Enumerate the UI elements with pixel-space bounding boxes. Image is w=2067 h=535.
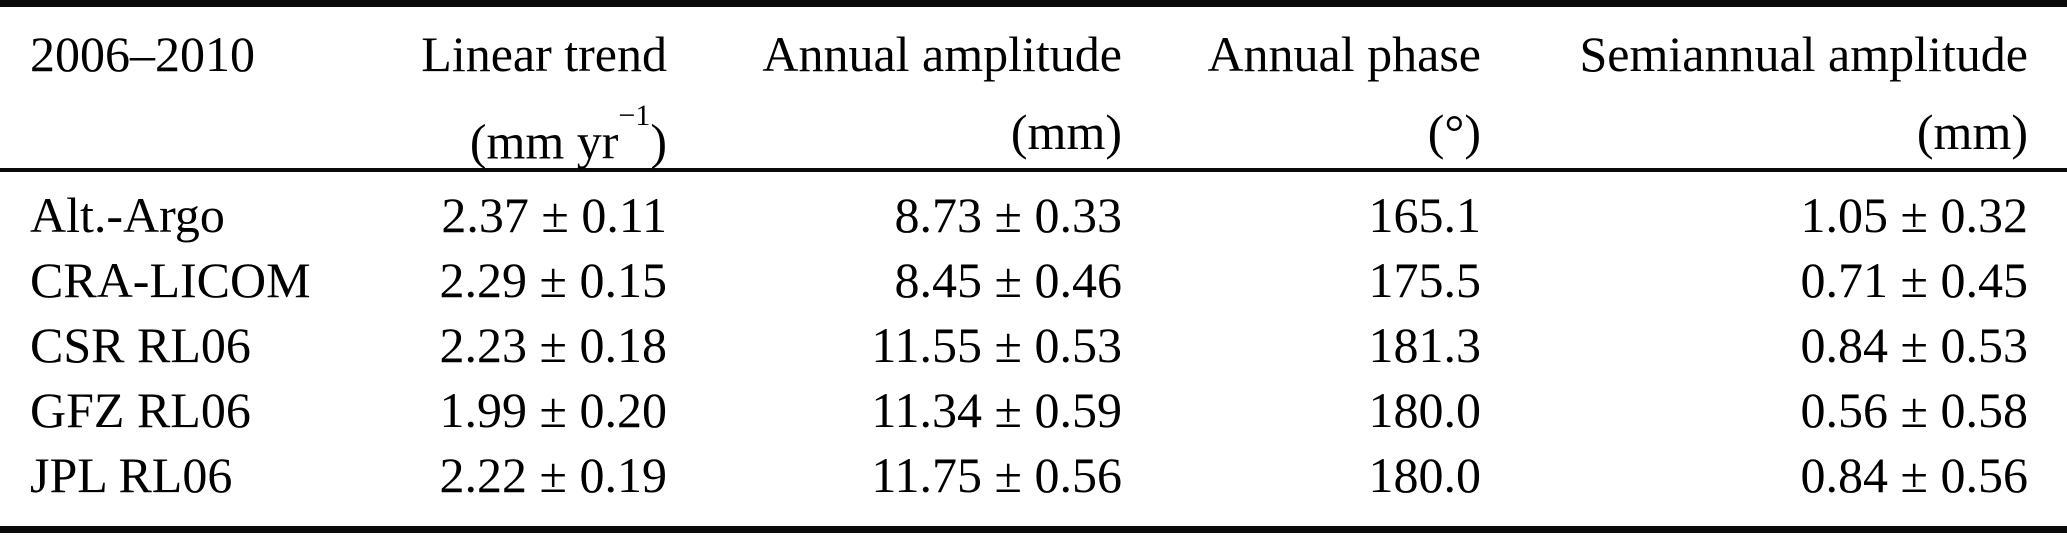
bottom-spacer xyxy=(0,508,2067,526)
annual-amplitude-value: 11.34 ± 0.59 xyxy=(871,382,1122,438)
semiannual-amplitude-value: 0.71 ± 0.45 xyxy=(1800,252,2028,308)
table-body: Alt.-Argo 2.37 ± 0.11 8.73 ± 0.33 165.1 … xyxy=(0,172,2067,508)
unit-prefix: (mm yr xyxy=(469,113,619,170)
column-unit: (mm) xyxy=(1916,104,2028,160)
header-semiannual-amplitude: Semiannual amplitude (mm) xyxy=(1481,15,2028,181)
linear-trend-value: 2.23 ± 0.18 xyxy=(439,317,667,373)
table-top-rule xyxy=(0,0,2067,7)
table-row: Alt.-Argo 2.37 ± 0.11 8.73 ± 0.33 165.1 … xyxy=(0,183,2067,248)
annual-amplitude-value: 8.73 ± 0.33 xyxy=(894,187,1122,243)
annual-amplitude-value: 8.45 ± 0.46 xyxy=(894,252,1122,308)
semiannual-amplitude-value: 0.84 ± 0.56 xyxy=(1800,447,2028,503)
linear-trend-value: 2.22 ± 0.19 xyxy=(439,447,667,503)
column-unit: (mm yr−1) xyxy=(340,93,667,181)
header-annual-phase: Annual phase (°) xyxy=(1122,15,1481,181)
annual-amplitude-value: 11.75 ± 0.56 xyxy=(871,447,1122,503)
column-unit: (mm) xyxy=(1010,104,1122,160)
row-label: CSR RL06 xyxy=(30,317,251,373)
column-title: Linear trend xyxy=(421,26,667,82)
table-row: GFZ RL06 1.99 ± 0.20 11.34 ± 0.59 180.0 … xyxy=(0,378,2067,443)
column-title: Annual phase xyxy=(1207,26,1481,82)
table-mid-rule xyxy=(0,168,2067,172)
table-bottom-rule xyxy=(0,526,2067,533)
header-linear-trend: Linear trend (mm yr−1) xyxy=(340,15,667,181)
linear-trend-value: 2.37 ± 0.11 xyxy=(441,187,667,243)
header-annual-amplitude: Annual amplitude (mm) xyxy=(667,15,1122,181)
table-header: 2006–2010 Linear trend (mm yr−1) Annual … xyxy=(0,7,2067,170)
row-label: Alt.-Argo xyxy=(30,187,225,243)
semiannual-amplitude-value: 1.05 ± 0.32 xyxy=(1800,187,2028,243)
semiannual-amplitude-value: 0.84 ± 0.53 xyxy=(1800,317,2028,373)
column-unit: (°) xyxy=(1427,104,1481,160)
linear-trend-value: 2.29 ± 0.15 xyxy=(439,252,667,308)
annual-phase-value: 175.5 xyxy=(1368,252,1482,308)
row-label: GFZ RL06 xyxy=(30,382,251,438)
table-row: CSR RL06 2.23 ± 0.18 11.55 ± 0.53 181.3 … xyxy=(0,313,2067,378)
annual-amplitude-value: 11.55 ± 0.53 xyxy=(871,317,1122,373)
unit-suffix: ) xyxy=(650,113,667,170)
annual-phase-value: 165.1 xyxy=(1368,187,1482,243)
table-row: CRA-LICOM 2.29 ± 0.15 8.45 ± 0.46 175.5 … xyxy=(0,248,2067,313)
row-label: JPL RL06 xyxy=(30,447,233,503)
column-title: Semiannual amplitude xyxy=(1579,26,2028,82)
table-row: JPL RL06 2.22 ± 0.19 11.75 ± 0.56 180.0 … xyxy=(0,443,2067,508)
unit-exponent: −1 xyxy=(618,98,651,132)
header-period: 2006–2010 xyxy=(0,15,340,181)
linear-trend-value: 1.99 ± 0.20 xyxy=(439,382,667,438)
period-label: 2006–2010 xyxy=(30,26,255,82)
column-title: Annual amplitude xyxy=(762,26,1122,82)
annual-phase-value: 180.0 xyxy=(1368,382,1482,438)
annual-phase-value: 180.0 xyxy=(1368,447,1482,503)
annual-phase-value: 181.3 xyxy=(1368,317,1482,373)
semiannual-amplitude-value: 0.56 ± 0.58 xyxy=(1800,382,2028,438)
row-label: CRA-LICOM xyxy=(30,252,311,308)
